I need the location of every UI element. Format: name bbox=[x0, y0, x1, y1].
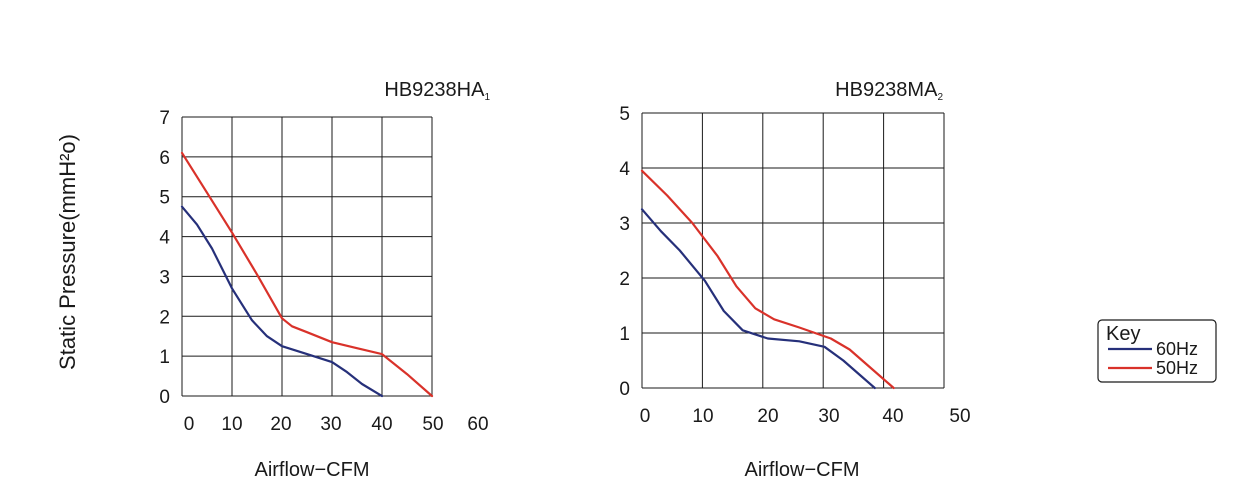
series-line-50hz bbox=[640, 169, 895, 390]
y-tick-label: 2 bbox=[619, 269, 630, 290]
x-tick-label: 10 bbox=[692, 406, 713, 427]
series-line-60hz bbox=[640, 208, 876, 390]
grid bbox=[181, 116, 433, 397]
y-tick-label: 3 bbox=[159, 267, 170, 288]
y-tick-label: 7 bbox=[159, 108, 170, 129]
legend-title: Key bbox=[1106, 323, 1140, 345]
legend-box bbox=[1097, 319, 1217, 383]
y-tick-label: 6 bbox=[159, 148, 170, 169]
x-tick-label: 10 bbox=[221, 414, 242, 435]
y-tick-label: 2 bbox=[159, 307, 170, 328]
y-tick-label: 0 bbox=[619, 379, 630, 400]
y-tick-label: 4 bbox=[159, 228, 170, 249]
y-tick-label: 5 bbox=[619, 104, 630, 125]
x-tick-label: 50 bbox=[949, 406, 970, 427]
y-tick-label: 0 bbox=[159, 387, 170, 408]
series-line-60hz bbox=[180, 205, 384, 398]
x-tick-label: 0 bbox=[640, 406, 651, 427]
y-tick-label: 5 bbox=[159, 188, 170, 209]
x-tick-label: 20 bbox=[757, 406, 778, 427]
legend-label: 60Hz bbox=[1156, 339, 1198, 359]
x-tick-label: 20 bbox=[270, 414, 291, 435]
x-tick-label: 30 bbox=[320, 414, 341, 435]
series-line-50hz bbox=[180, 151, 434, 398]
y-axis-label: Static Pressure(mmH²o) bbox=[55, 134, 80, 370]
y-tick-label: 4 bbox=[619, 159, 630, 180]
x-tick-label: 40 bbox=[882, 406, 903, 427]
y-tick-label: 1 bbox=[159, 347, 170, 368]
x-tick-label: 0 bbox=[184, 414, 195, 435]
grid bbox=[641, 112, 945, 389]
x-tick-label: 40 bbox=[371, 414, 392, 435]
x-axis-label: Airflow−CFM bbox=[744, 459, 859, 481]
y-tick-label: 1 bbox=[619, 324, 630, 345]
x-tick-label: 50 bbox=[422, 414, 443, 435]
chart-hb9238ha: 0 1 2 3 4 5 6 7 0 10 20 30 40 50 60 HB9238HA1 Airflow−CF… bbox=[159, 79, 490, 481]
y-tick-label: 3 bbox=[619, 214, 630, 235]
x-tick-label: 60 bbox=[467, 414, 488, 435]
chart-title: HB9238HA1 bbox=[384, 79, 490, 103]
chart-title: HB9238MA2 bbox=[835, 79, 943, 103]
x-axis-label: Airflow−CFM bbox=[254, 459, 369, 481]
legend-label: 50Hz bbox=[1156, 358, 1198, 378]
x-tick-label: 30 bbox=[818, 406, 839, 427]
